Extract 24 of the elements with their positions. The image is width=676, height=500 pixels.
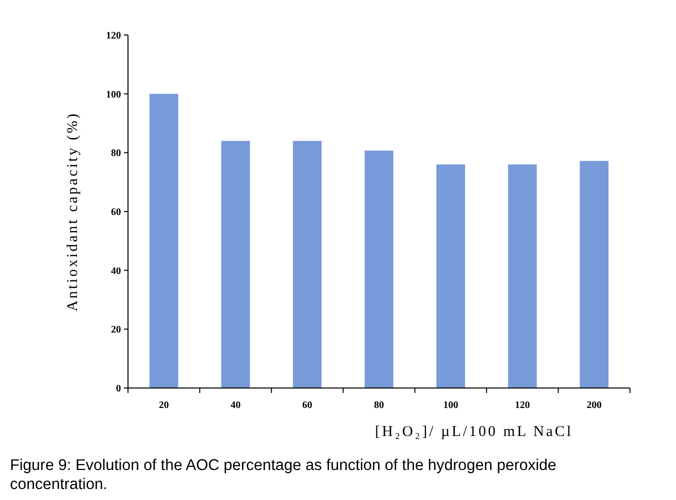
bar bbox=[580, 160, 608, 388]
bar bbox=[292, 140, 322, 388]
y-tick-label: 0 bbox=[116, 384, 121, 394]
bar bbox=[364, 150, 394, 388]
bar bbox=[436, 164, 466, 388]
y-tick-label: 60 bbox=[111, 207, 121, 218]
x-tick-label: 200 bbox=[586, 400, 602, 411]
x-tick-label: 60 bbox=[302, 400, 312, 411]
caption: Figure 9: Evolution of the AOC percentage as function of the hydrogen peroxide concentration. bbox=[10, 457, 556, 493]
y-tick-label: 80 bbox=[111, 148, 121, 160]
y-tick-label: 40 bbox=[111, 266, 121, 277]
x-tick-label: 100 bbox=[443, 400, 458, 411]
x-tick-label: 80 bbox=[374, 400, 384, 411]
x-tick-label: 120 bbox=[514, 400, 530, 411]
bar bbox=[221, 140, 250, 388]
bar bbox=[150, 94, 178, 388]
x-axis-title: [H₂O₂]/ µL/100 mL NaCl bbox=[375, 424, 573, 440]
y-tick-label: 100 bbox=[106, 89, 121, 100]
y-axis-title: Antioxidant capacity (%) bbox=[65, 112, 81, 312]
bar bbox=[508, 164, 537, 388]
x-tick-label: 40 bbox=[230, 400, 241, 411]
y-tick-label: 120 bbox=[106, 30, 121, 42]
y-tick-label: 20 bbox=[111, 324, 121, 336]
x-tick-label: 20 bbox=[158, 400, 169, 411]
